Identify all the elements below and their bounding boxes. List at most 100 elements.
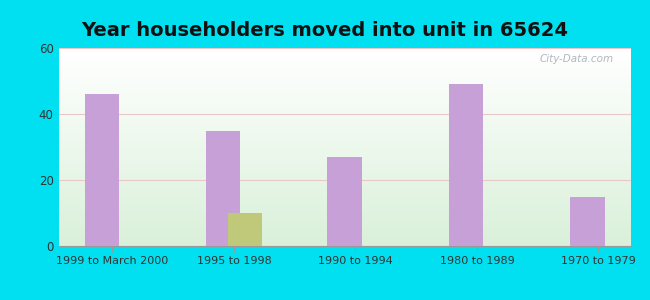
Bar xyxy=(58,204,630,206)
Bar xyxy=(58,119,630,121)
Bar xyxy=(58,123,630,125)
Bar xyxy=(58,206,630,208)
Bar xyxy=(58,143,630,145)
Bar xyxy=(58,224,630,226)
Bar xyxy=(58,64,630,66)
Bar xyxy=(58,113,630,115)
Bar xyxy=(58,50,630,52)
Bar xyxy=(58,125,630,127)
Bar xyxy=(58,76,630,78)
Bar xyxy=(58,80,630,82)
Bar xyxy=(58,62,630,64)
Bar xyxy=(58,90,630,92)
Bar xyxy=(58,232,630,234)
Bar xyxy=(58,133,630,135)
Bar xyxy=(58,54,630,56)
Bar xyxy=(58,94,630,95)
Bar xyxy=(58,147,630,149)
Bar xyxy=(58,244,630,246)
Bar xyxy=(84,94,118,246)
Bar xyxy=(58,228,630,230)
Bar xyxy=(58,48,630,50)
Bar xyxy=(58,78,630,80)
Bar xyxy=(58,165,630,167)
Bar xyxy=(58,100,630,101)
Bar xyxy=(58,210,630,212)
Bar xyxy=(58,218,630,220)
Bar xyxy=(58,60,630,62)
Bar xyxy=(58,56,630,58)
Bar xyxy=(58,167,630,169)
Bar xyxy=(58,141,630,143)
Bar xyxy=(58,58,630,60)
Bar xyxy=(58,110,630,111)
Bar xyxy=(58,115,630,117)
Bar xyxy=(58,92,630,94)
Bar xyxy=(58,175,630,177)
Bar xyxy=(58,187,630,189)
Bar xyxy=(58,177,630,179)
Text: City-Data.com: City-Data.com xyxy=(540,54,614,64)
Bar xyxy=(58,72,630,74)
Bar xyxy=(58,151,630,153)
Bar xyxy=(58,84,630,85)
Bar xyxy=(58,117,630,119)
Bar xyxy=(58,184,630,187)
Bar xyxy=(58,145,630,147)
Bar xyxy=(58,216,630,218)
Bar xyxy=(58,70,630,72)
Bar xyxy=(58,173,630,175)
Bar xyxy=(58,238,630,240)
Bar xyxy=(449,84,483,246)
Bar xyxy=(58,95,630,98)
Bar xyxy=(58,137,630,139)
Bar xyxy=(58,149,630,151)
Bar xyxy=(58,155,630,157)
Bar xyxy=(58,242,630,244)
Bar xyxy=(58,82,630,84)
Bar xyxy=(58,194,630,196)
Bar xyxy=(58,240,630,242)
Bar xyxy=(58,230,630,232)
Bar xyxy=(58,98,630,100)
Bar xyxy=(58,199,630,200)
Bar xyxy=(58,121,630,123)
Bar xyxy=(58,220,630,222)
Bar xyxy=(58,202,630,204)
Bar xyxy=(58,190,630,193)
Bar xyxy=(206,130,240,246)
Bar xyxy=(58,157,630,159)
Bar xyxy=(58,226,630,228)
Bar xyxy=(58,52,630,54)
Bar xyxy=(328,157,361,246)
Bar xyxy=(571,196,605,246)
Bar xyxy=(58,222,630,224)
Bar xyxy=(58,66,630,68)
Text: Year householders moved into unit in 65624: Year householders moved into unit in 656… xyxy=(81,21,569,40)
Bar xyxy=(58,159,630,161)
Bar xyxy=(58,200,630,202)
Bar xyxy=(58,131,630,133)
Bar xyxy=(58,139,630,141)
Bar xyxy=(58,214,630,216)
Bar xyxy=(58,181,630,183)
Bar xyxy=(58,208,630,210)
Bar xyxy=(58,103,630,105)
Bar xyxy=(58,196,630,199)
Bar xyxy=(58,179,630,181)
Bar xyxy=(58,111,630,113)
Bar xyxy=(58,135,630,137)
Bar xyxy=(58,88,630,90)
Bar xyxy=(58,68,630,70)
Bar xyxy=(58,101,630,103)
Bar xyxy=(58,171,630,173)
Bar xyxy=(58,169,630,171)
Bar xyxy=(58,129,630,131)
Bar xyxy=(58,236,630,238)
Bar xyxy=(58,183,630,184)
Bar xyxy=(58,127,630,129)
Bar xyxy=(58,153,630,155)
Bar xyxy=(58,212,630,214)
Bar xyxy=(58,234,630,236)
Bar xyxy=(58,189,630,190)
